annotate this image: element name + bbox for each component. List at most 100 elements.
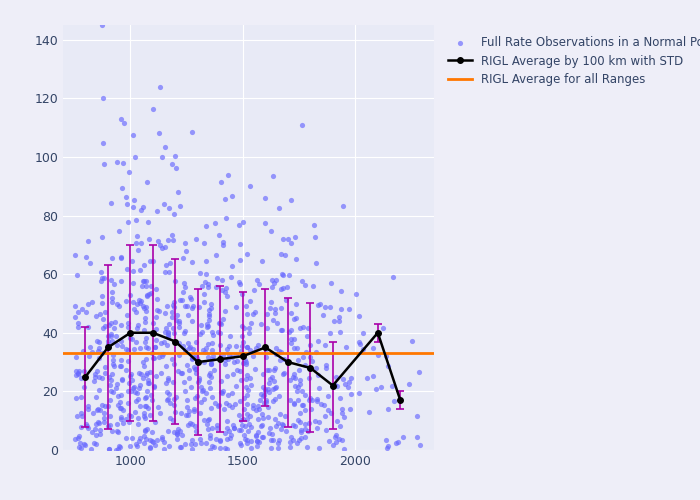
Full Rate Observations in a Normal Point	[91, 406, 102, 414]
Full Rate Observations in a Normal Point	[273, 439, 284, 447]
Full Rate Observations in a Normal Point	[180, 411, 191, 419]
Full Rate Observations in a Normal Point	[241, 415, 252, 423]
Full Rate Observations in a Normal Point	[82, 300, 93, 308]
Full Rate Observations in a Normal Point	[377, 324, 388, 332]
Full Rate Observations in a Normal Point	[286, 196, 297, 204]
Full Rate Observations in a Normal Point	[179, 440, 190, 448]
Full Rate Observations in a Normal Point	[382, 442, 393, 450]
Full Rate Observations in a Normal Point	[319, 341, 330, 349]
Full Rate Observations in a Normal Point	[404, 380, 415, 388]
Full Rate Observations in a Normal Point	[177, 342, 188, 349]
Full Rate Observations in a Normal Point	[181, 396, 193, 404]
Full Rate Observations in a Normal Point	[218, 388, 229, 396]
Full Rate Observations in a Normal Point	[227, 370, 238, 378]
Full Rate Observations in a Normal Point	[175, 443, 186, 451]
Full Rate Observations in a Normal Point	[132, 246, 144, 254]
Full Rate Observations in a Normal Point	[193, 376, 204, 384]
Full Rate Observations in a Normal Point	[179, 326, 190, 334]
Full Rate Observations in a Normal Point	[92, 348, 103, 356]
Full Rate Observations in a Normal Point	[192, 354, 203, 362]
Full Rate Observations in a Normal Point	[277, 235, 288, 243]
Full Rate Observations in a Normal Point	[289, 374, 300, 382]
Full Rate Observations in a Normal Point	[256, 257, 267, 265]
Full Rate Observations in a Normal Point	[205, 404, 216, 412]
Full Rate Observations in a Normal Point	[241, 358, 252, 366]
Full Rate Observations in a Normal Point	[98, 94, 109, 102]
Full Rate Observations in a Normal Point	[159, 338, 170, 346]
Full Rate Observations in a Normal Point	[124, 168, 135, 176]
Full Rate Observations in a Normal Point	[258, 432, 269, 440]
Full Rate Observations in a Normal Point	[295, 434, 307, 442]
Full Rate Observations in a Normal Point	[172, 188, 183, 196]
Full Rate Observations in a Normal Point	[257, 414, 268, 422]
Full Rate Observations in a Normal Point	[106, 370, 118, 378]
Full Rate Observations in a Normal Point	[357, 345, 368, 353]
Full Rate Observations in a Normal Point	[245, 412, 256, 420]
Full Rate Observations in a Normal Point	[219, 307, 230, 315]
Full Rate Observations in a Normal Point	[275, 326, 286, 334]
Full Rate Observations in a Normal Point	[294, 380, 305, 388]
Full Rate Observations in a Normal Point	[274, 410, 286, 418]
Full Rate Observations in a Normal Point	[140, 371, 151, 379]
Full Rate Observations in a Normal Point	[186, 318, 197, 326]
Full Rate Observations in a Normal Point	[93, 386, 104, 394]
Full Rate Observations in a Normal Point	[158, 200, 169, 208]
Full Rate Observations in a Normal Point	[258, 370, 269, 378]
Full Rate Observations in a Normal Point	[204, 446, 216, 454]
Full Rate Observations in a Normal Point	[169, 304, 180, 312]
Full Rate Observations in a Normal Point	[128, 344, 139, 352]
Full Rate Observations in a Normal Point	[231, 356, 242, 364]
Full Rate Observations in a Normal Point	[248, 310, 259, 318]
Full Rate Observations in a Normal Point	[268, 278, 279, 286]
Full Rate Observations in a Normal Point	[302, 427, 314, 435]
Full Rate Observations in a Normal Point	[292, 344, 303, 352]
Full Rate Observations in a Normal Point	[242, 386, 253, 394]
Full Rate Observations in a Normal Point	[107, 356, 118, 364]
Full Rate Observations in a Normal Point	[159, 328, 170, 336]
Full Rate Observations in a Normal Point	[220, 214, 232, 222]
Full Rate Observations in a Normal Point	[292, 382, 303, 390]
Full Rate Observations in a Normal Point	[241, 344, 252, 351]
Full Rate Observations in a Normal Point	[75, 374, 86, 382]
Full Rate Observations in a Normal Point	[319, 303, 330, 311]
Full Rate Observations in a Normal Point	[78, 440, 90, 448]
Full Rate Observations in a Normal Point	[125, 291, 136, 299]
Full Rate Observations in a Normal Point	[204, 434, 216, 442]
Full Rate Observations in a Normal Point	[197, 328, 208, 336]
Full Rate Observations in a Normal Point	[291, 388, 302, 396]
Full Rate Observations in a Normal Point	[73, 442, 84, 450]
Full Rate Observations in a Normal Point	[147, 105, 158, 113]
Full Rate Observations in a Normal Point	[106, 294, 117, 302]
Full Rate Observations in a Normal Point	[252, 428, 263, 436]
Full Rate Observations in a Normal Point	[237, 359, 248, 367]
Full Rate Observations in a Normal Point	[99, 363, 111, 371]
Full Rate Observations in a Normal Point	[303, 396, 314, 404]
Full Rate Observations in a Normal Point	[135, 206, 146, 214]
Full Rate Observations in a Normal Point	[264, 374, 275, 382]
Full Rate Observations in a Normal Point	[204, 312, 215, 320]
Full Rate Observations in a Normal Point	[150, 336, 161, 344]
Full Rate Observations in a Normal Point	[168, 360, 179, 368]
Full Rate Observations in a Normal Point	[228, 358, 239, 366]
Full Rate Observations in a Normal Point	[90, 374, 101, 382]
Full Rate Observations in a Normal Point	[304, 341, 316, 349]
Full Rate Observations in a Normal Point	[115, 404, 126, 412]
Full Rate Observations in a Normal Point	[122, 318, 134, 326]
Full Rate Observations in a Normal Point	[216, 178, 227, 186]
Full Rate Observations in a Normal Point	[116, 376, 127, 384]
Full Rate Observations in a Normal Point	[138, 412, 149, 420]
Full Rate Observations in a Normal Point	[160, 144, 171, 152]
Full Rate Observations in a Normal Point	[97, 374, 108, 382]
Full Rate Observations in a Normal Point	[211, 274, 223, 282]
Full Rate Observations in a Normal Point	[279, 355, 290, 363]
Full Rate Observations in a Normal Point	[256, 422, 267, 430]
Full Rate Observations in a Normal Point	[122, 323, 134, 331]
Full Rate Observations in a Normal Point	[139, 260, 150, 268]
Full Rate Observations in a Normal Point	[235, 426, 246, 434]
Full Rate Observations in a Normal Point	[244, 346, 256, 354]
Full Rate Observations in a Normal Point	[217, 241, 228, 249]
Full Rate Observations in a Normal Point	[175, 296, 186, 304]
Full Rate Observations in a Normal Point	[134, 344, 145, 351]
Full Rate Observations in a Normal Point	[274, 204, 285, 212]
Full Rate Observations in a Normal Point	[78, 383, 90, 391]
